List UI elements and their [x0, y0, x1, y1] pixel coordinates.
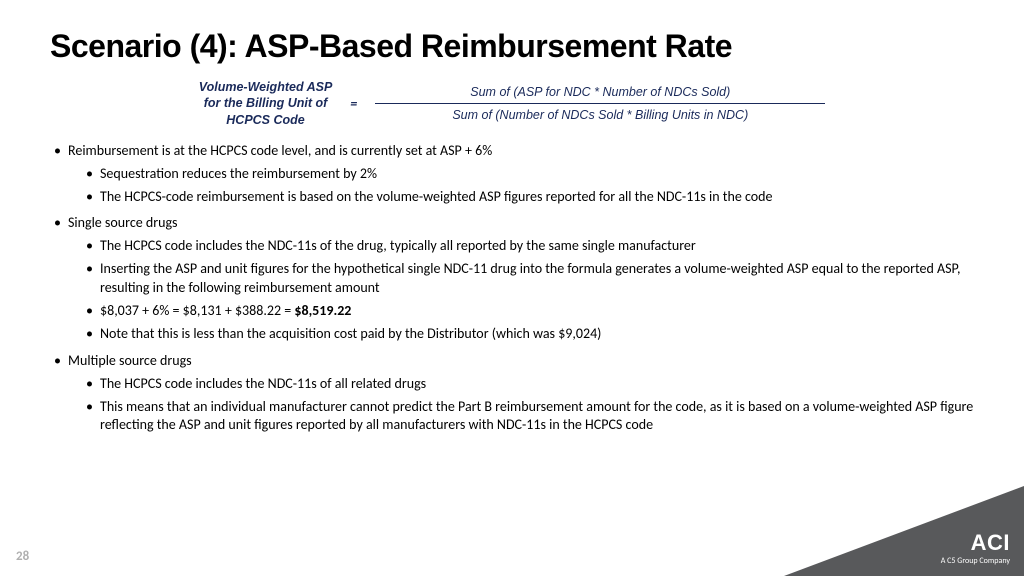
- list-item-text: $8,037 + 6% = $8,131 + $388.22 =: [100, 302, 294, 319]
- sub-list: Sequestration reduces the reimbursement …: [68, 165, 974, 207]
- formula-left: Volume-Weighted ASP for the Billing Unit…: [199, 79, 333, 128]
- formula-equals: =: [350, 95, 357, 112]
- page-number: 28: [16, 549, 29, 564]
- formula-left-l2: for the Billing Unit of: [199, 95, 333, 111]
- formula-left-l3: HCPCS Code: [199, 112, 333, 128]
- bullet-list: Reimbursement is at the HCPCS code level…: [50, 142, 974, 436]
- logo-main: ACI: [941, 532, 1010, 554]
- list-item: This means that an individual manufactur…: [68, 398, 974, 436]
- list-item: Inserting the ASP and unit figures for t…: [68, 260, 974, 298]
- formula-left-l1: Volume-Weighted ASP: [199, 79, 333, 95]
- list-item: Note that this is less than the acquisit…: [68, 325, 974, 344]
- list-item-text: Reimbursement is at the HCPCS code level…: [68, 142, 492, 159]
- sub-list: The HCPCS code includes the NDC-11s of t…: [68, 237, 974, 343]
- logo: ACI A C5 Group Company: [941, 532, 1010, 566]
- formula: Volume-Weighted ASP for the Billing Unit…: [92, 79, 932, 128]
- list-item-text: Multiple source drugs: [68, 352, 192, 369]
- formula-denominator: Sum of (Number of NDCs Sold * Billing Un…: [452, 108, 748, 122]
- list-item: The HCPCS-code reimbursement is based on…: [68, 188, 974, 207]
- list-item-text: Single source drugs: [68, 214, 178, 231]
- formula-fraction: Sum of (ASP for NDC * Number of NDCs Sol…: [375, 85, 825, 122]
- list-item: The HCPCS code includes the NDC-11s of a…: [68, 375, 974, 394]
- list-item: $8,037 + 6% = $8,131 + $388.22 = $8,519.…: [68, 302, 974, 321]
- logo-sub: A C5 Group Company: [941, 556, 1010, 566]
- list-item-bold: $8,519.22: [294, 302, 351, 319]
- slide: Scenario (4): ASP-Based Reimbursement Ra…: [0, 0, 1024, 576]
- list-item: Multiple source drugs The HCPCS code incl…: [50, 352, 974, 436]
- sub-list: The HCPCS code includes the NDC-11s of a…: [68, 375, 974, 436]
- list-item: Single source drugs The HCPCS code includ…: [50, 214, 974, 343]
- list-item: Sequestration reduces the reimbursement …: [68, 165, 974, 184]
- slide-title: Scenario (4): ASP-Based Reimbursement Ra…: [50, 28, 974, 65]
- list-item: The HCPCS code includes the NDC-11s of t…: [68, 237, 974, 256]
- formula-numerator: Sum of (ASP for NDC * Number of NDCs Sol…: [470, 85, 730, 99]
- fraction-line: [375, 103, 825, 104]
- list-item: Reimbursement is at the HCPCS code level…: [50, 142, 974, 207]
